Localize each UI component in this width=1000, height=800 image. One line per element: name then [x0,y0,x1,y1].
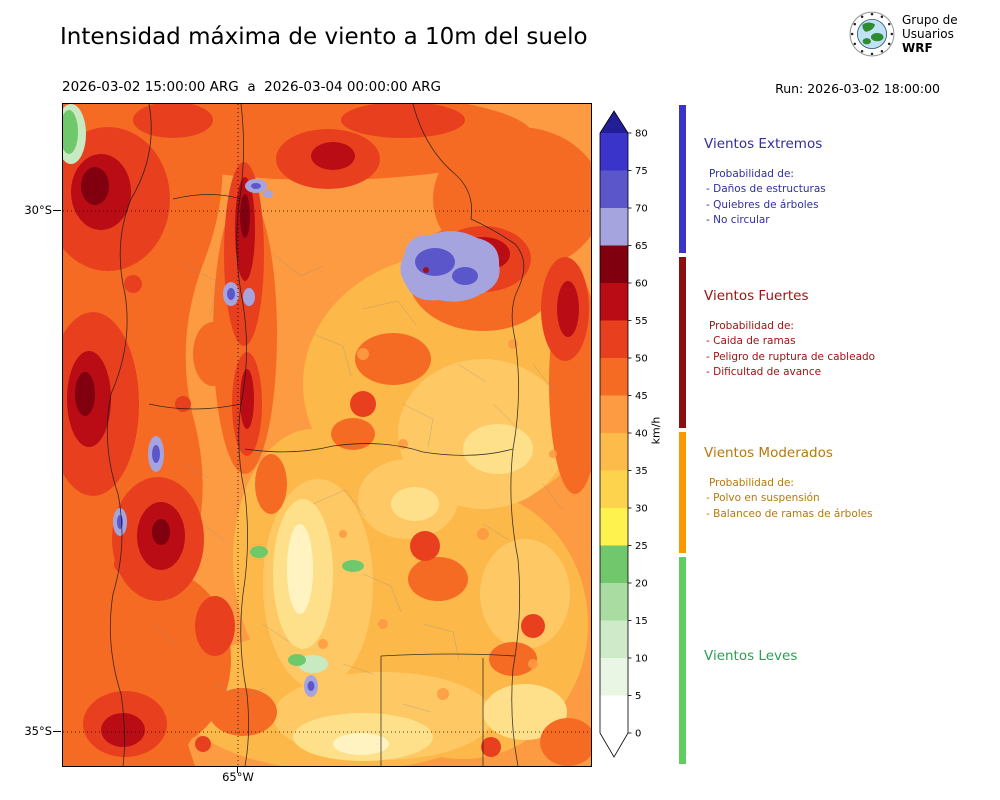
legend-bar-leves [679,557,686,764]
svg-text:45: 45 [635,391,648,402]
svg-text:55: 55 [635,316,648,327]
legend-bar-extremos [679,105,686,253]
colorbar-segments [600,111,628,757]
gridlines [63,104,591,766]
svg-text:40: 40 [635,429,648,440]
lon-tick-65w [237,766,238,773]
legend-title-leves: Vientos Leves [704,648,798,664]
lat-label-35s: 35°S [24,724,52,738]
legend-item: - Dificultad de avance [706,366,822,378]
legend-item: - Quiebres de árboles [706,198,819,211]
svg-text:80: 80 [635,129,648,140]
svg-text:50: 50 [635,354,648,365]
legend-title-fuertes: Vientos Fuertes [704,288,809,304]
colorbar-under-arrow [600,733,628,757]
svg-text:65: 65 [635,241,648,252]
legend-intro-fuertes: Probabilidad de: [709,320,794,332]
legend-item: - Daños de estructuras [706,183,826,195]
lon-label-65w: 65°W [222,770,254,784]
legend-title-moderados: Vientos Moderados [704,445,833,461]
svg-text:10: 10 [635,654,648,665]
wrf-users-group-logo: Grupo de Usuarios WRF [848,10,958,58]
forecast-period: 2026-03-02 15:00:00 ARG a 2026-03-04 00:… [62,79,441,95]
legend-item: - Caida de ramas [706,335,796,347]
lat-tick-30s [53,210,61,211]
colorbar-tick-labels: 0 5 10 15 20 25 30 35 40 45 50 55 60 65 … [635,129,648,740]
department-borders [152,253,564,713]
svg-text:15: 15 [635,616,648,627]
legend-intro-moderados: Probabilidad de: [709,477,794,489]
logo-line1: Grupo de [902,13,958,27]
legend-item: - Peligro de ruptura de cableado [706,350,876,363]
legend-intro-extremos: Probabilidad de: [709,168,794,180]
extreme-wind-areas [113,179,500,697]
colorbar: 0 5 10 15 20 25 30 35 40 45 50 55 60 65 … [599,110,648,758]
colorbar-over-arrow [600,111,628,133]
svg-text:30: 30 [635,504,648,515]
colorbar-unit-label: km/h [649,416,663,445]
legend-item: - No circular [706,214,770,226]
svg-text:70: 70 [635,204,648,215]
svg-text:60: 60 [635,279,648,290]
logo-text: Grupo de Usuarios WRF [902,13,958,55]
legend-item: - Polvo en suspensión [706,492,820,504]
wind-map [62,103,592,767]
legend-section-extremos: Vientos Extremos Probabilidad de: - Daño… [704,136,989,229]
model-run-label: Run: 2026-03-02 18:00:00 [775,81,940,96]
svg-text:75: 75 [635,166,648,177]
legend-bar-fuertes [679,257,686,428]
svg-text:0: 0 [635,729,641,740]
province-borders [106,104,525,766]
light-wind-green-spots [63,104,364,673]
colorbar-tick-marks [628,132,632,734]
svg-text:5: 5 [635,691,641,702]
wind-field [63,104,591,766]
legend-section-leves: Vientos Leves [704,648,989,680]
page-title: Intensidad máxima de viento a 10m del su… [60,24,588,50]
legend-section-moderados: Vientos Moderados Probabilidad de: - Pol… [704,445,989,522]
svg-text:25: 25 [635,541,648,552]
svg-text:35: 35 [635,466,648,477]
logo-line2: Usuarios [902,27,954,41]
logo-line3: WRF [902,41,933,55]
legend-bar-moderados [679,432,686,553]
lat-tick-35s [53,731,61,732]
lat-label-30s: 30°S [24,203,52,217]
legend-item: - Balanceo de ramas de árboles [706,507,873,520]
globe-icon [849,11,895,57]
svg-text:20: 20 [635,579,648,590]
legend-title-extremos: Vientos Extremos [704,136,823,152]
legend-section-fuertes: Vientos Fuertes Probabilidad de: - Caida… [704,288,989,381]
